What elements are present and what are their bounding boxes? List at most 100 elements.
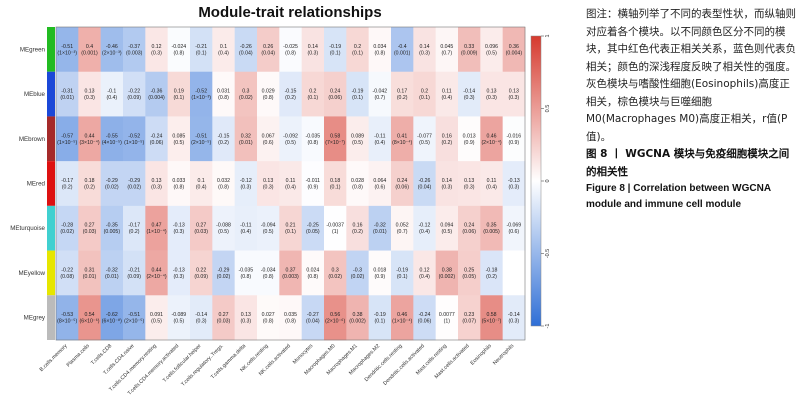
cell-correlation-label: 0.58 — [486, 312, 496, 318]
cell-correlation-label: 0.41 — [397, 133, 407, 139]
heatmap-cell — [100, 295, 124, 341]
cell-pvalue-label: (8×10⁻⁵) — [57, 319, 77, 325]
cell-pvalue-label: (1×10⁻⁵) — [124, 140, 144, 146]
cell-correlation-label: -0.14 — [508, 312, 520, 318]
cell-correlation-label: 0.54 — [84, 312, 94, 318]
cell-pvalue-label: (2×10⁻⁵) — [124, 319, 144, 325]
cell-correlation-label: -0.13 — [508, 178, 520, 184]
colorbar-tick-label: -0.5 — [545, 249, 551, 258]
heatmap-cell — [78, 116, 101, 162]
cell-pvalue-label: (0.06) — [462, 229, 476, 235]
heatmap-cell — [480, 295, 503, 341]
heatmap-cell — [190, 71, 213, 117]
heatmap-cell — [279, 205, 302, 251]
heatmap-cell — [167, 161, 191, 207]
heatmap-cell — [502, 205, 526, 251]
module-color-strip — [47, 205, 55, 251]
cell-correlation-label: 0.11 — [286, 178, 296, 184]
cell-correlation-label: -0.57 — [61, 133, 73, 139]
cell-pvalue-label: (0.2) — [285, 95, 296, 101]
cell-pvalue-label: (0.3) — [307, 50, 318, 56]
heatmap-cell — [212, 116, 235, 162]
cell-correlation-label: 0.1 — [198, 178, 205, 184]
module-trait-heatmap-figure: Module-trait relationships -0.51 (1×10⁻³)… — [10, 4, 551, 397]
heatmap-cell — [301, 27, 325, 73]
heatmap-cell — [413, 250, 436, 296]
cell-pvalue-label: (8×10⁻⁴) — [392, 140, 412, 146]
heatmap-cell — [234, 205, 258, 251]
cell-pvalue-label: (2×10⁻⁴) — [481, 140, 501, 146]
heatmap-cell — [167, 116, 191, 162]
cell-correlation-label: -0.36 — [151, 89, 163, 95]
cell-pvalue-label: (0.1) — [307, 95, 318, 101]
heatmap-cell — [78, 295, 101, 341]
cell-pvalue-label: (0.009) — [461, 50, 478, 56]
cell-correlation-label: -0.024 — [171, 44, 186, 50]
cell-correlation-label: 0.018 — [373, 267, 386, 273]
cell-pvalue-label: (0.03) — [83, 229, 97, 235]
cell-pvalue-label: (0.8) — [263, 274, 274, 280]
heatmap-cell — [190, 295, 213, 341]
heatmap-cell — [502, 71, 526, 117]
cell-pvalue-label: (0.4) — [374, 140, 385, 146]
cell-pvalue-label: (0.5) — [173, 319, 184, 325]
cell-pvalue-label: (0.02) — [127, 185, 141, 191]
cell-correlation-label: 0.44 — [84, 133, 94, 139]
cell-pvalue-label: (0.1) — [374, 319, 385, 325]
cell-pvalue-label: (0.8) — [263, 319, 274, 325]
cell-correlation-label: -0.15 — [285, 89, 297, 95]
cell-correlation-label: -0.19 — [396, 267, 408, 273]
cell-pvalue-label: (0.5) — [441, 229, 452, 235]
heatmap-cell — [346, 27, 369, 73]
heatmap-cell — [324, 205, 347, 251]
cell-pvalue-label: (0.07) — [462, 319, 476, 325]
heatmap-cell — [257, 205, 280, 251]
heatmap-cell — [78, 250, 101, 296]
cell-correlation-label: 0.24 — [397, 178, 407, 184]
heatmap-cell — [413, 27, 436, 73]
heatmap-cell — [480, 27, 503, 73]
heatmap-cell — [301, 205, 325, 251]
cell-pvalue-label: (0.3) — [508, 319, 519, 325]
cell-correlation-label: 0.12 — [419, 267, 429, 273]
heatmap-cell — [502, 161, 526, 207]
cell-pvalue-label: (0.2) — [352, 229, 363, 235]
heatmap-cell — [458, 161, 481, 207]
cell-correlation-label: -0.27 — [307, 312, 319, 318]
heatmap-cell — [100, 71, 124, 117]
cell-correlation-label: 0.23 — [464, 312, 474, 318]
heatmap-cell — [368, 27, 392, 73]
cell-pvalue-label: (0.02) — [217, 274, 231, 280]
heatmap-cell — [458, 71, 481, 117]
cell-pvalue-label: (0.8) — [218, 185, 229, 191]
cell-correlation-label: 0.16 — [352, 223, 362, 229]
cell-pvalue-label: (0.4) — [419, 229, 430, 235]
heatmap-cell — [234, 116, 258, 162]
cell-correlation-label: 0.13 — [84, 89, 94, 95]
caption-note: 图注：横轴列举了不同的表型性状，而纵轴则对应着各个模块。以不同颜色区分不同的模块… — [586, 8, 796, 143]
cell-pvalue-label: (1) — [444, 319, 451, 325]
module-color-strip — [47, 295, 55, 340]
heatmap-cell — [257, 71, 280, 117]
cell-pvalue-label: (4×10⁻⁵) — [102, 140, 122, 146]
cell-pvalue-label: (0.7) — [397, 229, 408, 235]
heatmap-svg: -0.51(1×10⁻³)0.4(0.001)-0.46(2×10⁻³)-0.3… — [10, 26, 551, 397]
heatmap-cell — [480, 205, 503, 251]
cell-correlation-label: 0.16 — [442, 133, 452, 139]
cell-pvalue-label: (0.6) — [374, 185, 385, 191]
heatmap-cell — [301, 161, 325, 207]
module-color-strip — [47, 71, 55, 117]
heatmap-cell — [56, 295, 79, 341]
row-label: MEred — [27, 181, 46, 188]
cell-pvalue-label: (0.02) — [105, 185, 119, 191]
heatmap-cell — [279, 161, 302, 207]
cell-correlation-label: -0.0037 — [326, 223, 344, 229]
cell-pvalue-label: (0.4) — [486, 185, 497, 191]
cell-correlation-label: 0.3 — [332, 267, 339, 273]
cell-pvalue-label: (0.3) — [240, 185, 251, 191]
cell-correlation-label: 0.024 — [306, 267, 319, 273]
row-label: MEyellow — [19, 270, 46, 277]
cell-correlation-label: 0.36 — [509, 44, 519, 50]
cell-pvalue-label: (0.6) — [263, 140, 274, 146]
cell-correlation-label: 0.18 — [330, 178, 340, 184]
